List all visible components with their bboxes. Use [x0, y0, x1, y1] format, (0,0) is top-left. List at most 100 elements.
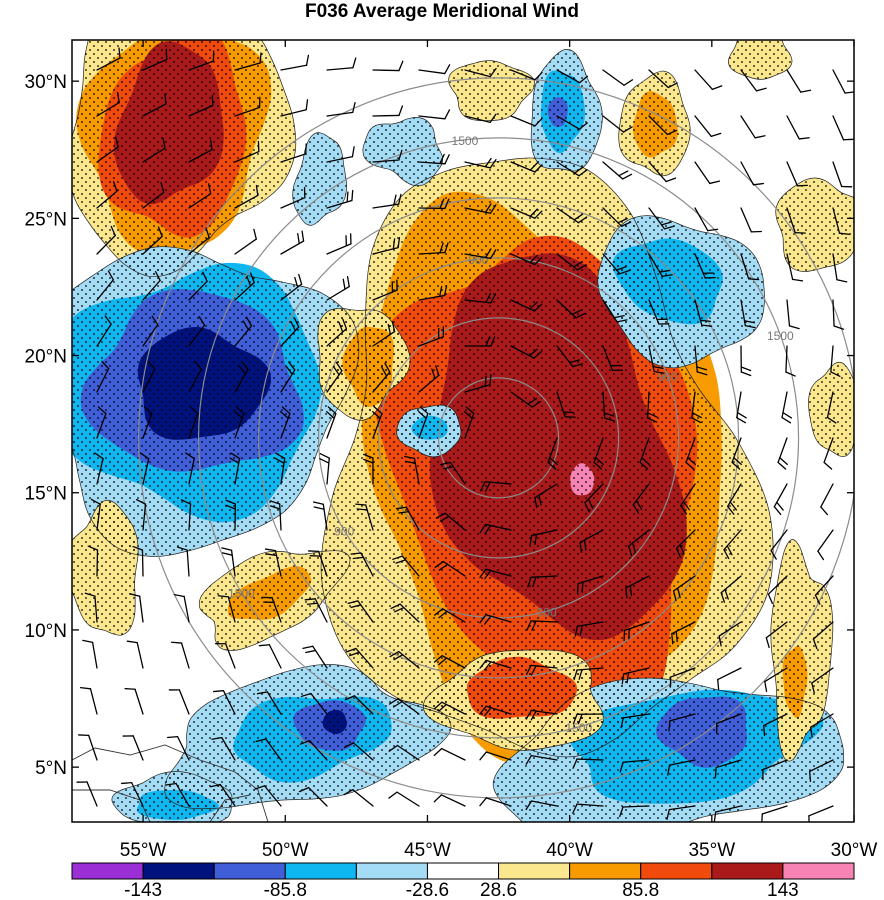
lat-tick-label: 10°N — [25, 621, 67, 642]
wind-barb — [343, 789, 374, 807]
wind-barb — [96, 270, 115, 301]
wind-barb — [669, 667, 696, 688]
wind-barb — [372, 193, 402, 209]
wind-barb — [434, 608, 466, 623]
wind-barb — [510, 115, 543, 127]
wind-barb — [343, 742, 374, 761]
wind-barb — [667, 759, 696, 776]
wind-barb — [479, 523, 512, 535]
wind-barb — [215, 643, 236, 669]
wind-barb — [556, 69, 589, 84]
wind-barb — [625, 575, 650, 599]
wind-barb — [777, 437, 788, 470]
wind-barb — [418, 64, 451, 75]
wind-barb — [826, 391, 837, 424]
wind-barb — [211, 736, 236, 761]
wind-barb — [463, 406, 475, 439]
wind-barb — [142, 226, 163, 255]
range-ring-label: 1500 — [767, 329, 794, 343]
wind-barb — [188, 406, 199, 439]
wind-barb — [96, 225, 116, 255]
wind-barb — [188, 94, 214, 117]
wind-barb — [602, 391, 615, 422]
coastline-south-america — [72, 744, 269, 822]
wind-barb — [280, 99, 309, 117]
wind-barb — [372, 60, 404, 72]
stipple-ne2-pos-1 — [728, 40, 793, 80]
wind-barb — [464, 157, 497, 169]
stipple-nw-pos-1 — [72, 40, 297, 277]
wind-barb — [723, 529, 742, 560]
wind-barb — [572, 758, 604, 769]
wind-barb — [258, 644, 282, 669]
stipple-ne-neg-1 — [597, 215, 765, 369]
wind-barb — [280, 187, 306, 209]
wind-barb — [307, 550, 328, 577]
wind-barb — [388, 698, 420, 715]
wind-barb — [388, 744, 420, 761]
wind-barb — [602, 69, 634, 86]
wind-barb — [786, 161, 809, 187]
wind-barb — [129, 593, 144, 623]
wind-barb — [694, 207, 719, 232]
wind-barb — [234, 140, 260, 163]
stipple-ne-pos-1 — [618, 70, 691, 177]
wind-barb — [811, 667, 834, 694]
wind-barb — [433, 655, 466, 669]
wind-barb — [716, 713, 742, 735]
colorbar-tick-label: 143 — [767, 880, 799, 900]
lon-tick-label: 40°W — [546, 840, 593, 861]
wind-barb — [304, 598, 328, 623]
colorbar-swatch — [569, 862, 642, 880]
wind-barb — [627, 529, 650, 557]
colorbar-swatch — [284, 862, 357, 880]
colorbar-tick-label: 28.6 — [480, 880, 517, 900]
wind-barb — [602, 253, 630, 275]
wind-barb — [832, 161, 853, 188]
wind-barb — [572, 803, 604, 814]
wind-barb — [362, 453, 374, 485]
wind-barb — [830, 345, 841, 377]
colorbar: -143 -85.8 -28.6 28.6 85.8 143 — [71, 862, 855, 900]
colorbar-swatch — [782, 862, 855, 880]
latitude-axis: 30°N 25°N 20°N 15°N 10°N 5°N — [25, 72, 854, 779]
wind-barb — [173, 593, 190, 623]
range-ring — [257, 197, 740, 679]
wind-barb — [418, 198, 450, 210]
wind-barb — [763, 713, 788, 737]
wind-barb — [185, 452, 195, 485]
wind-barb — [740, 299, 756, 329]
lat-tick-label: 20°N — [25, 347, 67, 368]
wind-barb — [510, 253, 543, 266]
wind-barb — [572, 713, 604, 725]
colorbar-tick-label: -143 — [124, 880, 162, 900]
wind-barb — [556, 253, 587, 271]
range-ring-label: 900 — [334, 525, 354, 539]
wind-barb — [593, 437, 604, 470]
wind-barb — [464, 336, 496, 347]
wind-barb — [584, 483, 604, 513]
wind-barb — [740, 253, 760, 281]
wind-barb — [170, 641, 190, 669]
map-frame — [71, 39, 855, 823]
wind-barb — [188, 271, 208, 301]
wind-barb — [526, 620, 558, 631]
wind-barb — [619, 805, 650, 818]
wind-barb — [574, 621, 604, 637]
wind-barb — [479, 568, 512, 580]
wind-barb — [556, 161, 588, 177]
wind-barb — [713, 805, 742, 822]
wind-barb — [280, 230, 305, 255]
wind-barb — [786, 253, 804, 282]
wind-barb — [602, 299, 628, 323]
wind-barb — [809, 713, 834, 738]
wind-barb — [372, 279, 398, 301]
wind-barb — [221, 547, 236, 577]
wind-barb — [479, 705, 512, 717]
stipple-ne-neg-tip — [362, 117, 444, 187]
wind-barb — [84, 592, 98, 623]
wind-barb — [666, 805, 696, 821]
wind-barb — [510, 345, 543, 359]
wind-barb — [326, 318, 348, 347]
